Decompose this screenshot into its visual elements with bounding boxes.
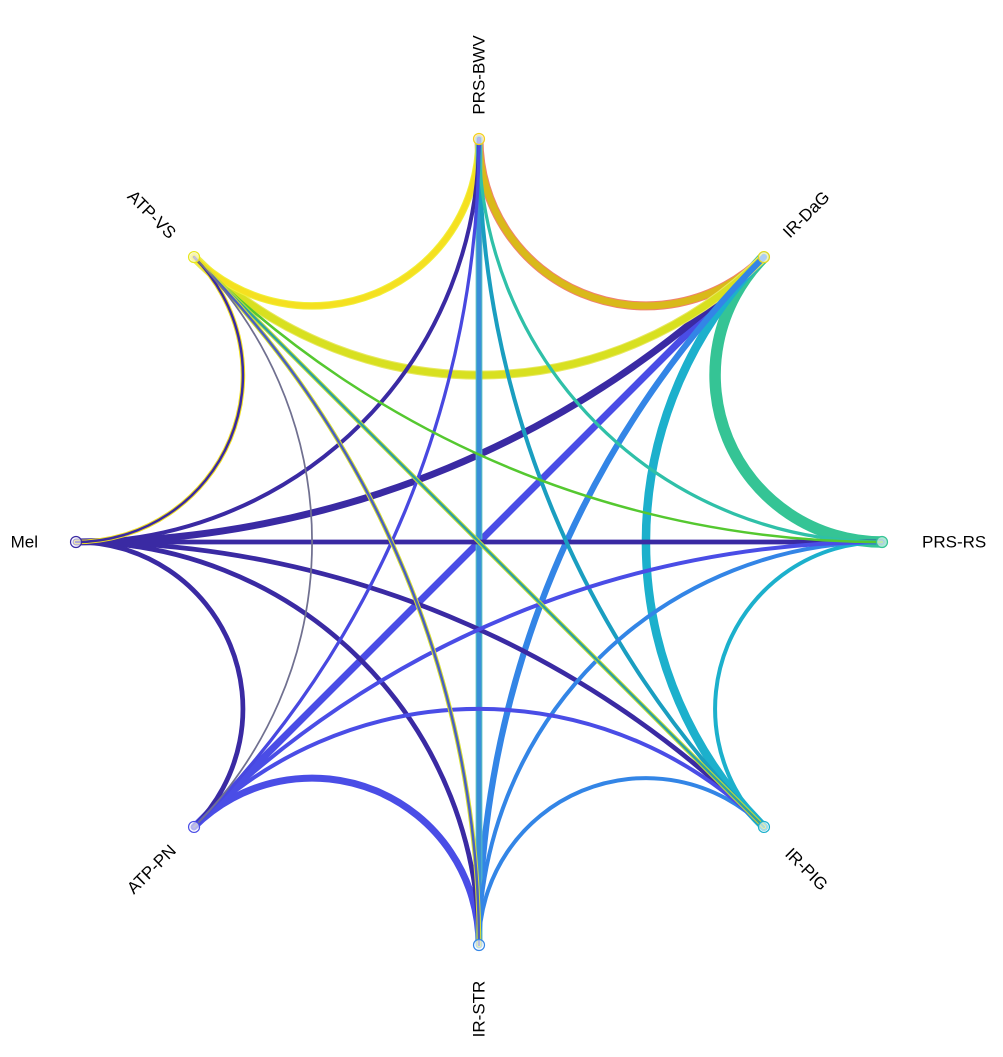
- link-ir-str-mel: [73, 539, 482, 948]
- node-prs-bwv: [472, 132, 486, 146]
- node-ir-pig: [757, 820, 771, 834]
- link-ir-dag-mel: [72, 253, 768, 546]
- link-mel-atp-vs-outline: [73, 254, 246, 545]
- link-ir-pig-mel: [73, 539, 767, 830]
- link-ir-str-atp-pn: [190, 774, 483, 949]
- link-atp-pn-mel: [73, 539, 246, 830]
- node-ir-dag: [757, 250, 771, 264]
- link-prs-rs-ir-pig: [713, 540, 884, 829]
- label-prs-bwv: PRS-BWV: [470, 35, 489, 115]
- label-prs-rs: PRS-RS: [922, 533, 986, 552]
- label-ir-dag: IR-DaG: [779, 188, 833, 242]
- link-prs-bwv-prs-rs: [477, 137, 884, 544]
- label-ir-pig: IR-PIG: [781, 844, 831, 894]
- label-atp-vs: ATP-VS: [124, 187, 180, 243]
- link-prs-bwv-ir-pig: [477, 137, 766, 829]
- link-prs-bwv-atp-vs: [191, 136, 482, 309]
- chord-nodes: [69, 132, 889, 952]
- link-prs-rs-atp-pn: [192, 540, 884, 829]
- link-prs-bwv-ir-dag-outline: [474, 134, 769, 311]
- chord-links: [72, 134, 888, 949]
- label-ir-str: IR-STR: [470, 981, 489, 1038]
- link-ir-pig-atp-pn: [192, 706, 766, 829]
- link-mel-atp-vs: [74, 255, 245, 544]
- link-ir-dag-prs-rs: [709, 251, 888, 548]
- link-prs-bwv-atp-vs-outline: [190, 135, 483, 310]
- link-prs-bwv-atp-pn: [192, 137, 481, 829]
- link-prs-rs-atp-vs: [192, 255, 884, 544]
- node-atp-pn: [187, 820, 201, 834]
- link-ir-pig-ir-str: [477, 776, 766, 947]
- link-ir-str-atp-vs: [192, 255, 481, 947]
- link-ir-pig-atp-vs: [192, 255, 766, 829]
- label-atp-pn: ATP-PN: [123, 841, 180, 898]
- label-mel: Mel: [11, 533, 38, 552]
- node-prs-rs: [875, 535, 889, 549]
- link-prs-bwv-ir-dag: [475, 135, 768, 310]
- link-atp-pn-atp-vs: [193, 256, 313, 828]
- node-atp-vs: [187, 250, 201, 264]
- node-ir-str: [472, 938, 486, 952]
- link-ir-str-atp-vs-outline: [191, 254, 482, 948]
- link-ir-dag-ir-str: [475, 253, 768, 949]
- node-mel: [69, 535, 83, 549]
